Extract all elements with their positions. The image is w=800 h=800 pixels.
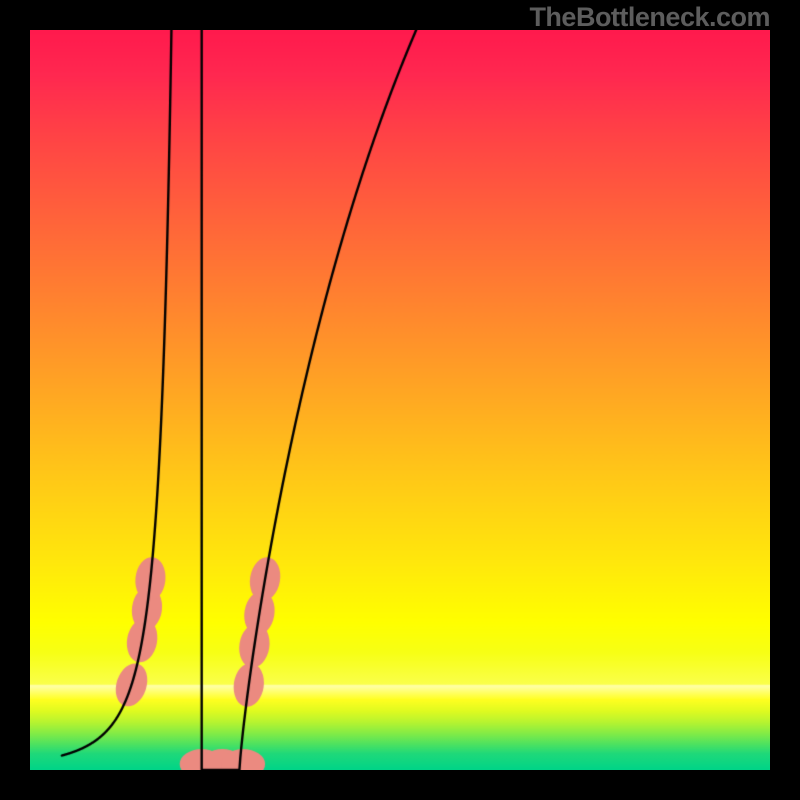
bottleneck-chart xyxy=(30,30,770,770)
watermark-label: TheBottleneck.com xyxy=(529,2,770,33)
